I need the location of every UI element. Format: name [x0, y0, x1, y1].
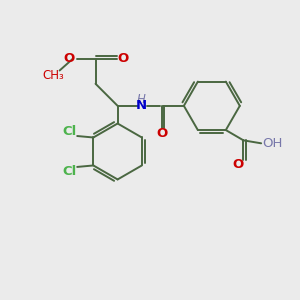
Text: Cl: Cl: [62, 124, 76, 137]
Text: O: O: [63, 52, 75, 65]
Text: O: O: [156, 127, 167, 140]
Text: Cl: Cl: [62, 165, 76, 178]
Text: O: O: [118, 52, 129, 65]
Text: N: N: [136, 99, 147, 112]
Text: O: O: [232, 158, 244, 171]
Text: H: H: [137, 93, 146, 106]
Text: OH: OH: [262, 137, 283, 150]
Text: CH₃: CH₃: [42, 69, 64, 82]
